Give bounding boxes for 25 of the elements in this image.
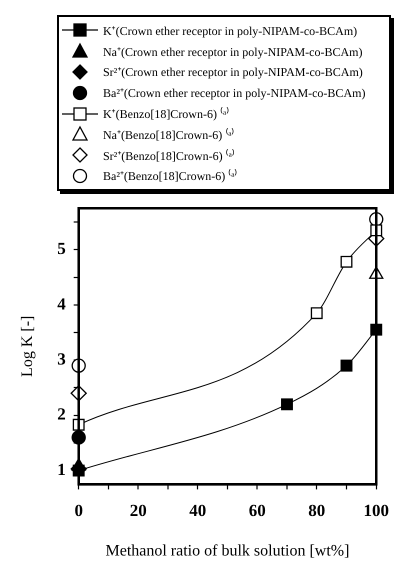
x-axis-title: Methanol ratio of bulk solution [wt%]	[105, 542, 350, 560]
x-tick-label: 80	[308, 500, 326, 520]
legend-label: Sr²⁺(Crown ether receptor in poly-NIPAM-co-BCAm)	[103, 64, 363, 80]
x-tick-label: 20	[130, 500, 147, 520]
legend-label: Ba²⁺(Benzo[18]Crown-6) ⁽ᵃ⁾	[103, 168, 238, 184]
x-tick-label: 60	[248, 500, 266, 520]
legend-label: Na⁺(Crown ether receptor in poly-NIPAM-co-BCAm)	[103, 44, 362, 60]
y-tick-label: 3	[57, 350, 66, 368]
x-tick-label: 40	[189, 500, 206, 520]
point	[310, 307, 323, 320]
legend-label: Na⁺(Benzo[18]Crown-6) ⁽ᵃ⁾	[103, 126, 235, 143]
point	[340, 360, 352, 372]
legend-label: K⁺(Crown ether receptor in poly-NIPAM-co-BCAm)	[103, 22, 358, 39]
legend-label: Ba²⁺(Crown ether receptor in poly-NIPAM-co-BCAm)	[103, 85, 366, 102]
y-tick-label: 1	[57, 460, 66, 479]
legend-label: K⁺(Benzo[18]Crown-6) ⁽ᵃ⁾	[103, 106, 230, 122]
y-tick-label: 2	[57, 404, 66, 424]
legend-label: Sr²⁺(Benzo[18]Crown-6) ⁽ᵃ⁾	[103, 148, 235, 164]
y-tick-label: 4	[57, 294, 66, 314]
point	[281, 398, 293, 410]
x-tick-label: 100	[364, 500, 389, 520]
point	[340, 256, 352, 268]
y-tick-label: 5	[57, 239, 66, 258]
y-axis-title: Log K [-]	[18, 316, 36, 377]
x-tick-label: 0	[74, 500, 83, 520]
